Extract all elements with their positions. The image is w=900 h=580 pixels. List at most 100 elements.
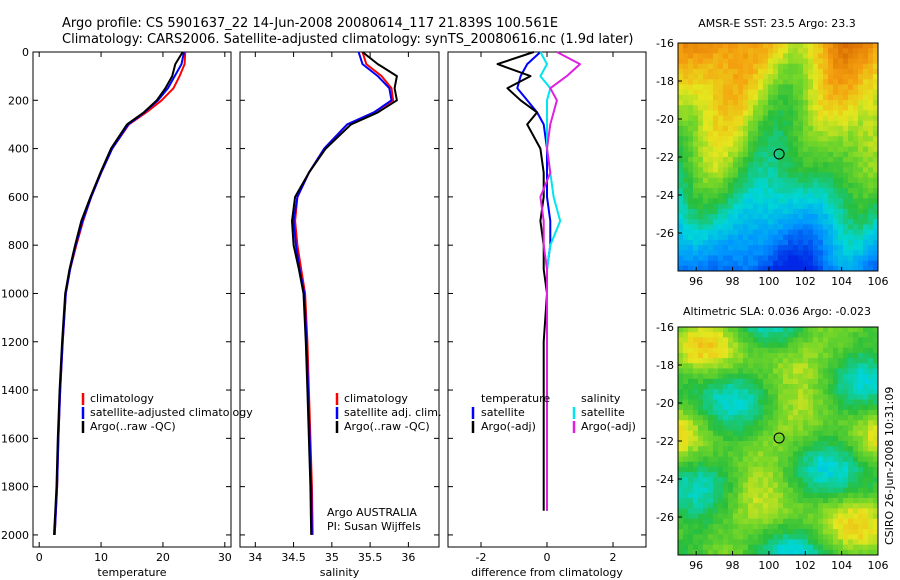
- heatmap-cell: [713, 503, 719, 509]
- heatmap-cell: [853, 245, 859, 251]
- heatmap-cell: [778, 167, 784, 173]
- x-tick-label: 34: [248, 551, 262, 564]
- heatmap-cell: [683, 136, 689, 142]
- heatmap-cell: [803, 162, 809, 168]
- heatmap-cell: [738, 188, 744, 194]
- heatmap-cell: [713, 518, 719, 525]
- heatmap-cell: [863, 177, 869, 184]
- heatmap-cell: [748, 430, 754, 437]
- heatmap-cell: [848, 224, 854, 230]
- heatmap-cell: [758, 461, 764, 468]
- heatmap-cell: [833, 358, 839, 364]
- heatmap-cell: [818, 389, 824, 395]
- heatmap-cell: [858, 466, 864, 473]
- heatmap-cell: [683, 415, 689, 421]
- heatmap-cell: [703, 68, 709, 75]
- heatmap-cell: [733, 389, 739, 395]
- heatmap-cell: [823, 198, 829, 205]
- heatmap-cell: [798, 399, 804, 406]
- heatmap-cell: [848, 53, 854, 59]
- heatmap-cell: [843, 487, 849, 494]
- heatmap-cell: [718, 182, 724, 189]
- heatmap-cell: [718, 229, 724, 236]
- heatmap-cell: [723, 342, 729, 349]
- heatmap-cell: [858, 472, 864, 478]
- heatmap-cell: [683, 172, 689, 179]
- heatmap-cell: [693, 239, 699, 246]
- heatmap-cell: [703, 255, 709, 262]
- heatmap-cell: [873, 151, 879, 158]
- heatmap-cell: [858, 352, 864, 359]
- heatmap-cell: [753, 177, 759, 184]
- heatmap-cell: [713, 58, 719, 65]
- heatmap-cell: [683, 373, 689, 380]
- heatmap-cell: [873, 234, 879, 241]
- heatmap-cell: [833, 167, 839, 173]
- heatmap-cell: [768, 518, 774, 525]
- y-tick-label: 1600: [1, 432, 29, 445]
- heatmap-cell: [798, 177, 804, 184]
- heatmap-cell: [788, 518, 794, 525]
- heatmap-cell: [818, 456, 824, 463]
- heatmap-cell: [848, 229, 854, 236]
- heatmap-cell: [853, 167, 859, 173]
- heatmap-cell: [763, 492, 769, 499]
- heatmap-cell: [843, 203, 849, 210]
- heatmap-cell: [743, 513, 749, 520]
- heatmap-cell: [683, 508, 689, 514]
- heatmap-cell: [818, 373, 824, 380]
- heatmap-cell: [738, 425, 744, 432]
- heatmap-cell: [678, 265, 684, 272]
- x-tick-label: 102: [795, 559, 816, 572]
- heatmap-cell: [803, 523, 809, 530]
- heatmap-cell: [838, 415, 844, 421]
- heatmap-cell: [838, 151, 844, 158]
- heatmap-cell: [783, 162, 789, 168]
- heatmap-cell: [868, 219, 874, 225]
- x-tick-label: 96: [689, 559, 703, 572]
- heatmap-cell: [773, 79, 779, 85]
- heatmap-cell: [718, 63, 724, 70]
- heatmap-cell: [738, 245, 744, 251]
- heatmap-cell: [723, 451, 729, 457]
- heatmap-cell: [853, 48, 859, 54]
- heatmap-cell: [723, 523, 729, 530]
- heatmap-cell: [698, 352, 704, 359]
- heatmap-cell: [683, 503, 689, 509]
- heatmap-cell: [868, 492, 874, 499]
- heatmap-cell: [703, 378, 709, 385]
- heatmap-cell: [738, 358, 744, 364]
- heatmap-cell: [783, 53, 789, 59]
- heatmap-cell: [783, 74, 789, 80]
- heatmap-cell: [723, 255, 729, 262]
- heatmap-cell: [763, 125, 769, 132]
- heatmap-cell: [808, 188, 814, 194]
- heatmap-cell: [688, 384, 694, 390]
- heatmap-cell: [798, 430, 804, 437]
- heatmap-cell: [803, 172, 809, 179]
- heatmap-cell: [818, 363, 824, 369]
- heatmap-cell: [798, 425, 804, 432]
- heatmap-cell: [873, 513, 879, 520]
- heatmap-cell: [698, 115, 704, 122]
- heatmap-cell: [723, 43, 729, 49]
- heatmap-cell: [758, 53, 764, 59]
- heatmap-cell: [863, 146, 869, 153]
- heatmap-cell: [873, 498, 879, 504]
- heatmap-cell: [858, 389, 864, 395]
- heatmap-cell: [868, 146, 874, 153]
- heatmap-cell: [843, 534, 849, 540]
- heatmap-cell: [728, 399, 734, 406]
- heatmap-cell: [873, 342, 879, 349]
- heatmap-cell: [813, 208, 819, 215]
- heatmap-cell: [863, 518, 869, 525]
- heatmap-cell: [818, 146, 824, 153]
- heatmap-cell: [718, 529, 724, 535]
- heatmap-cell: [818, 498, 824, 504]
- heatmap-cell: [688, 146, 694, 153]
- heatmap-cell: [738, 384, 744, 390]
- heatmap-cell: [838, 327, 844, 333]
- heatmap-cell: [773, 234, 779, 241]
- heatmap-cell: [698, 214, 704, 220]
- heatmap-cell: [843, 472, 849, 478]
